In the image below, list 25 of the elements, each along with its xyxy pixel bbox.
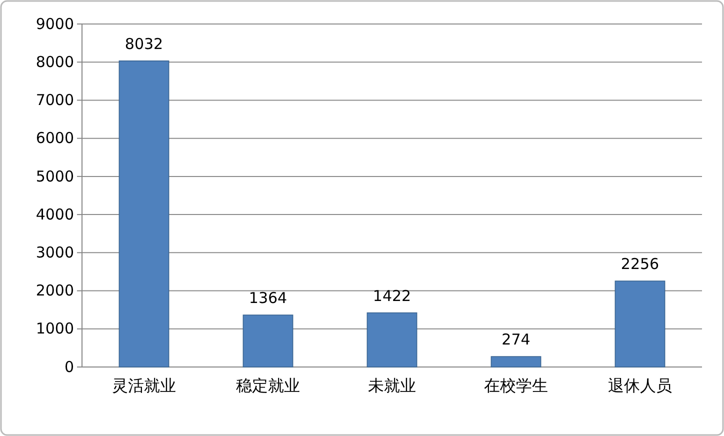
x-tick-label: 在校学生 (484, 376, 548, 395)
data-label: 274 (502, 330, 530, 349)
bar (614, 280, 666, 368)
y-tick-label: 1000 (36, 320, 74, 338)
y-tick-label: 8000 (36, 52, 74, 71)
bar (366, 312, 418, 368)
y-tick-label: 9000 (36, 14, 74, 33)
y-tick-label: 2000 (36, 282, 74, 300)
x-tick-label: 灵活就业 (112, 376, 176, 395)
data-label: 2256 (620, 255, 660, 274)
x-tick-label: 稳定就业 (236, 376, 300, 395)
bar (118, 60, 170, 368)
y-tick-label: 5000 (36, 167, 74, 186)
y-tick-label: 7000 (36, 91, 74, 110)
x-tick-label: 退休人员 (608, 376, 672, 395)
y-tick-label: 0 (64, 358, 74, 376)
data-label: 1422 (372, 286, 412, 305)
x-tick-label: 未就业 (368, 376, 416, 395)
data-label: 1364 (248, 289, 288, 308)
bar (490, 356, 542, 368)
y-tick-label: 6000 (36, 129, 74, 148)
y-tick-label: 3000 (36, 243, 74, 262)
bar (242, 314, 294, 368)
y-tick-label: 4000 (36, 205, 74, 224)
data-label: 8032 (124, 34, 164, 53)
